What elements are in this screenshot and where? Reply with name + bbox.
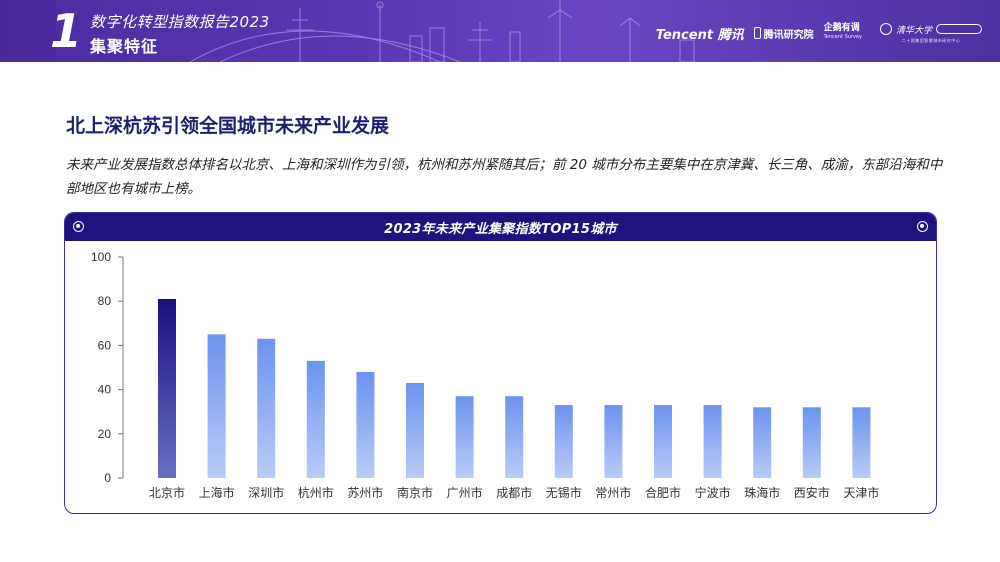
bar [505, 396, 524, 478]
x-category-label: 西安市 [794, 485, 830, 500]
x-category-label: 南京市 [397, 485, 433, 500]
bar [158, 298, 176, 478]
report-title: 数字化转型指数报告2023 [90, 13, 270, 31]
chart-card: 2023年未来产业集聚指数TOP15城市 0 20 40 60 80 100 北京市 上海市… [64, 212, 937, 514]
x-category-label: 深圳市 [248, 485, 284, 500]
bar [306, 360, 325, 478]
target-dot-icon [73, 221, 84, 232]
y-tick-label: 60 [98, 338, 112, 352]
x-category-label: 广州市 [447, 485, 483, 500]
x-category-label: 宁波市 [695, 485, 731, 500]
chapter-number: 1 [50, 4, 83, 58]
intro-paragraph: 未来产业发展指数总体排名以北京、上海和深圳作为引领，杭州和苏州紧随其后；前 20… [66, 157, 943, 197]
tencent-logo: Tencent 腾讯 [655, 27, 744, 43]
section-name: 集聚特征 [90, 37, 159, 56]
bar [753, 407, 772, 478]
x-category-label: 合肥市 [645, 485, 681, 500]
bar [852, 407, 871, 478]
x-category-label: 成都市 [496, 485, 532, 500]
bar [207, 334, 226, 478]
tsinghua-seal-icon [879, 23, 892, 35]
tencent-research-logo: 腾讯研究院 [753, 26, 814, 41]
bar [703, 405, 722, 478]
y-tick-label: 40 [98, 383, 112, 397]
y-tick-label: 80 [98, 294, 112, 308]
x-category-label: 北京市 [149, 485, 185, 500]
penguin-logo-text: 企鹅有调 [823, 23, 860, 33]
header-band: 1 数字化转型指数报告2023 集聚特征 Tencent 腾讯 腾讯研究院 企鹅… [0, 0, 1000, 62]
bar [257, 338, 276, 478]
bar [455, 396, 474, 478]
tsinghua-logo: 清华大学 二十国集团智慧城市研究中心 [879, 23, 982, 44]
research-institute-icon [753, 27, 761, 39]
city-skyline-decoration [189, 0, 695, 62]
x-category-label: 上海市 [199, 485, 235, 500]
partner-logos: Tencent 腾讯 腾讯研究院 企鹅有调 Tencent Survey 清华大… [656, 20, 982, 46]
y-tick-label: 0 [104, 471, 111, 485]
bar [554, 405, 573, 478]
x-category-label: 天津市 [843, 485, 879, 500]
x-category-label: 珠海市 [744, 485, 780, 500]
x-category-label: 苏州市 [347, 485, 383, 500]
bar [654, 405, 672, 478]
bar-chart: 0 20 40 60 80 100 北京市 上海市 深圳市 杭州市 苏州市 南京市 广州市 成都市 无锡市… [91, 250, 879, 500]
penguin-logo-subtext: Tencent Survey [823, 34, 862, 40]
headline: 北上深杭苏引领全国城市未来产业发展 [66, 115, 390, 137]
chart-title: 2023年未来产业集聚指数TOP15城市 [384, 221, 617, 237]
chart-card-header: 2023年未来产业集聚指数TOP15城市 [65, 213, 936, 241]
target-dot-icon [917, 221, 928, 232]
tsinghua-logo-name: 清华大学 [895, 25, 932, 36]
bar [356, 371, 375, 478]
x-category-label: 杭州市 [298, 485, 334, 500]
penguin-survey-logo: 企鹅有调 Tencent Survey [824, 24, 862, 42]
x-category-label: 无锡市 [546, 485, 582, 500]
bar [406, 382, 424, 478]
y-tick-label: 100 [91, 250, 111, 264]
bar [604, 405, 623, 478]
g20-ring-icon [936, 24, 982, 34]
y-tick-label: 20 [98, 427, 112, 441]
research-logo-text: 腾讯研究院 [763, 29, 814, 41]
x-category-label: 常州市 [595, 485, 631, 500]
tsinghua-logo-subtext: 二十国集团智慧城市研究中心 [901, 37, 961, 43]
bar [802, 407, 821, 478]
